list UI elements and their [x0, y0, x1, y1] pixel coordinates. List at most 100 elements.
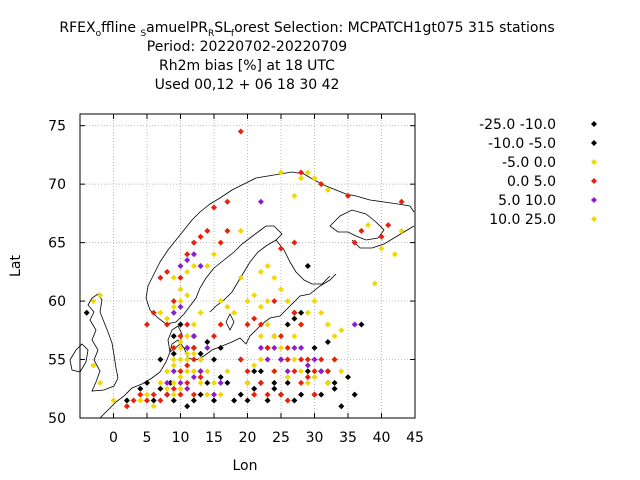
data-point	[318, 181, 325, 188]
data-point	[97, 292, 104, 299]
x-tick-label: 30	[306, 430, 324, 446]
data-point	[298, 391, 305, 398]
data-point	[164, 385, 171, 392]
data-point	[170, 344, 177, 351]
data-point	[231, 397, 238, 404]
data-point	[378, 233, 385, 240]
data-point	[298, 309, 305, 316]
data-point	[170, 362, 177, 369]
data-point	[197, 374, 204, 381]
data-point	[338, 368, 345, 375]
data-point	[271, 333, 278, 340]
data-point	[150, 309, 157, 316]
y-tick-label: 50	[48, 411, 66, 427]
data-point	[157, 309, 164, 316]
data-point	[144, 379, 150, 386]
data-point	[371, 280, 378, 287]
x-tick-label: 15	[205, 430, 223, 446]
data-point	[197, 263, 204, 269]
data-point	[264, 263, 271, 269]
data-point	[351, 391, 358, 398]
x-tick-label: 10	[172, 430, 190, 446]
data-point	[311, 175, 318, 182]
coast-ireland	[69, 343, 89, 373]
data-point	[97, 379, 104, 386]
ticks: 0 5 10 15 20 25 30 35 40 45 50 55 60 65 70 75	[48, 114, 424, 446]
data-point	[184, 362, 191, 369]
data-point	[197, 233, 204, 240]
chart-title-line3: Rh2m bias [%] at 18 UTC	[159, 58, 335, 74]
data-point	[324, 368, 331, 375]
coast-scandinavia	[145, 171, 415, 311]
data-point	[331, 385, 338, 392]
legend-label: -5.0 0.0	[502, 155, 556, 171]
data-point	[83, 309, 90, 316]
data-point	[170, 303, 177, 310]
data-point	[197, 379, 204, 386]
data-point	[190, 239, 197, 246]
data-point	[264, 298, 271, 305]
title-part-1: RFEX	[59, 20, 96, 36]
points-layer	[83, 128, 405, 410]
data-point	[291, 344, 298, 351]
data-point	[291, 192, 298, 199]
data-point	[278, 169, 284, 176]
data-point	[304, 169, 311, 176]
data-point	[211, 251, 217, 258]
title-sub-3: R	[208, 29, 214, 39]
data-point	[170, 368, 177, 375]
coast-kola	[329, 209, 385, 241]
data-point	[123, 403, 130, 410]
data-point	[271, 298, 278, 305]
data-point	[177, 391, 184, 398]
data-point	[311, 368, 318, 375]
data-point	[324, 379, 331, 386]
chart-title-line2: Period: 20220702-20220709	[147, 39, 347, 55]
data-point	[164, 368, 171, 375]
data-point	[90, 298, 97, 305]
data-point	[284, 379, 291, 386]
data-point	[358, 321, 365, 328]
data-point	[338, 403, 345, 410]
data-point	[298, 169, 305, 176]
data-point	[184, 257, 191, 264]
data-point	[177, 303, 184, 310]
data-point	[318, 356, 325, 363]
data-point	[244, 379, 251, 386]
data-point	[204, 344, 211, 351]
data-point	[197, 356, 204, 363]
data-point	[311, 298, 318, 305]
data-point	[278, 286, 284, 293]
data-point	[184, 344, 191, 351]
data-point	[157, 356, 164, 363]
legend-label: -25.0 -10.0	[479, 117, 556, 133]
data-point	[318, 368, 325, 375]
data-point	[278, 391, 284, 398]
data-point	[291, 356, 298, 363]
data-point	[190, 368, 197, 375]
data-point	[224, 198, 231, 205]
data-point	[304, 263, 311, 269]
data-point	[311, 356, 318, 363]
data-point	[177, 344, 184, 351]
data-point	[170, 397, 177, 404]
title-part-4: SL	[214, 20, 231, 36]
data-point	[211, 397, 217, 404]
data-point	[137, 385, 144, 392]
y-tick-label: 60	[48, 294, 66, 310]
data-point	[351, 321, 358, 328]
data-point	[197, 368, 204, 375]
data-point	[197, 350, 204, 357]
data-point	[184, 292, 191, 299]
data-point	[244, 397, 251, 404]
x-tick-label: 25	[272, 430, 290, 446]
data-point	[284, 356, 291, 363]
data-point	[184, 251, 191, 258]
data-point	[217, 391, 224, 398]
y-tick-label: 75	[48, 119, 66, 135]
data-point	[284, 374, 291, 381]
data-point	[251, 292, 258, 299]
data-point	[170, 350, 177, 357]
x-tick-label: 45	[406, 430, 424, 446]
